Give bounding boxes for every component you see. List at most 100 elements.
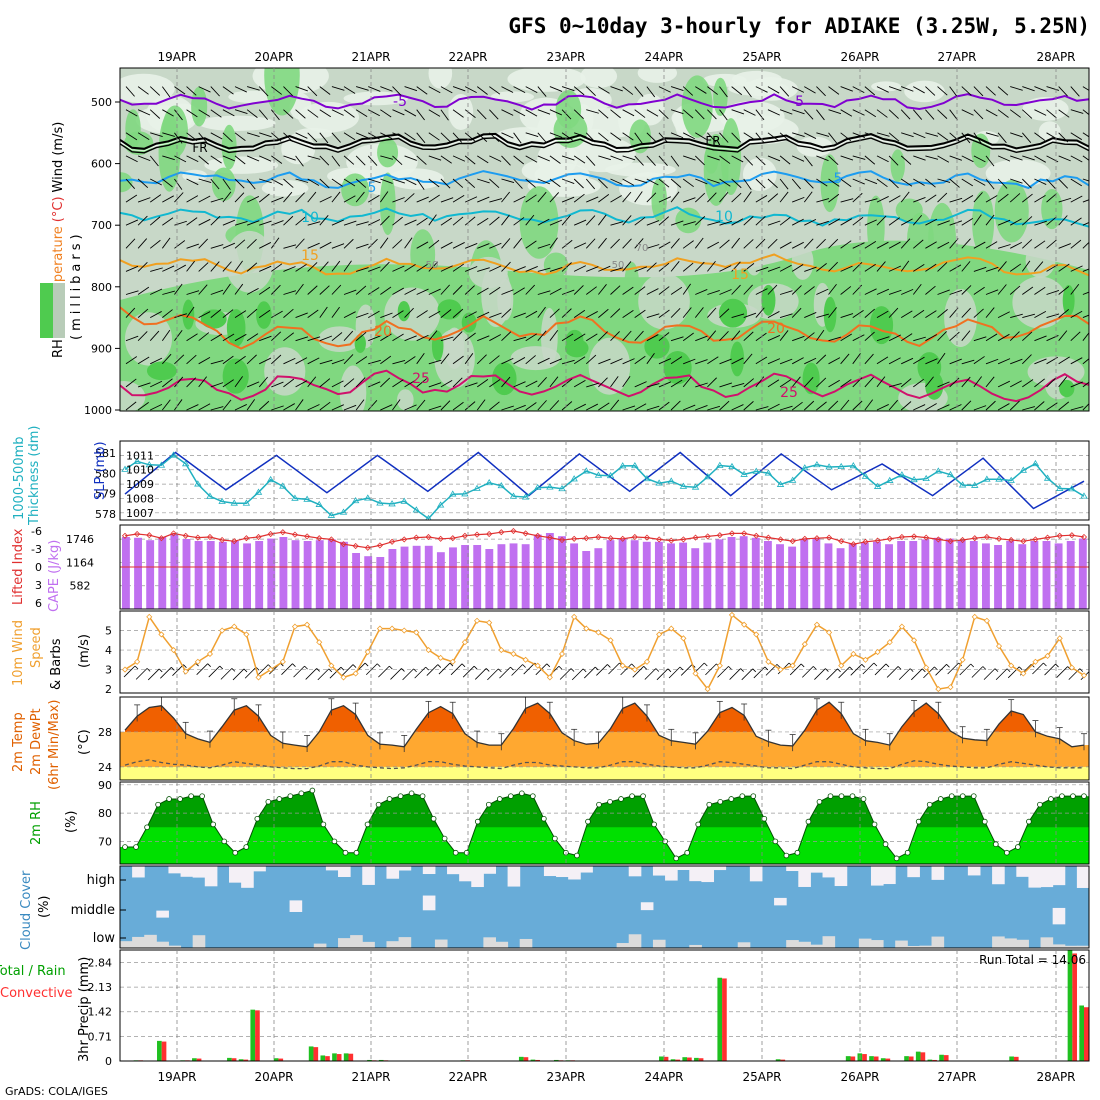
cloud-low-gap [1040, 937, 1054, 948]
wind-barb-flag [970, 663, 975, 668]
wind-barb [731, 284, 741, 295]
wind-speed-marker [255, 674, 262, 681]
cloud-axis-label: Cloud Cover [19, 870, 34, 950]
wind-barb [465, 382, 478, 388]
wind-barb [901, 357, 914, 365]
wind-barb [404, 155, 417, 161]
wind-barb [174, 376, 184, 388]
lifted-index-marker [546, 534, 553, 541]
wind-barb [271, 405, 284, 411]
precip-total-bar [192, 1058, 197, 1061]
wind-barb [379, 237, 389, 249]
wind-barb [162, 290, 175, 295]
wind-barb [573, 356, 586, 365]
wind-barb [234, 178, 245, 189]
wind-barb [1034, 109, 1047, 116]
wind-speed-marker [364, 648, 371, 656]
wind-barb-flag [389, 665, 393, 670]
rh-unit-label: (%) [64, 811, 79, 834]
wind-barb [549, 155, 561, 164]
contour-label: 50 [426, 260, 439, 271]
precip-convective-bar [161, 1041, 167, 1061]
cloud-low-gap [434, 939, 448, 948]
rh-dry-patch [728, 81, 789, 96]
wind-barb [210, 155, 222, 164]
wind-barb [234, 260, 243, 272]
wind-barb [961, 330, 971, 341]
rh-above-mask [120, 782, 1089, 859]
cloud-high-gap [229, 866, 242, 883]
cloud-high-gap [652, 866, 666, 876]
precip-total-bar [682, 1057, 688, 1061]
wind-barb [610, 267, 624, 272]
wind-barb [864, 240, 877, 249]
wind-speed-marker [643, 658, 651, 665]
wind-barb [755, 132, 765, 144]
wind-barb-flag [316, 668, 320, 672]
wind-speed-marker [850, 650, 857, 658]
wind-barb [380, 86, 393, 92]
cloud-high-gap [483, 866, 496, 874]
wind-barb [561, 333, 574, 342]
wind-speed-marker [267, 666, 274, 673]
cape-bar [497, 544, 506, 609]
lifted-index-marker [874, 537, 881, 544]
rh-marker [265, 798, 272, 805]
thickness-marker [291, 494, 299, 501]
wind-barb [646, 383, 660, 388]
wind-barb [525, 214, 535, 226]
precip-tick-label: 1.42 [88, 1006, 113, 1019]
precip-total-bar [367, 1059, 372, 1061]
wind-barb [731, 155, 744, 163]
cloud-high-gap [338, 866, 351, 878]
cape-bar [921, 539, 930, 609]
wind-barb [583, 666, 596, 679]
wind-barb [210, 333, 223, 342]
precip-total-bar [670, 1059, 676, 1061]
wind-barb [198, 376, 208, 388]
wind-barb [295, 155, 304, 167]
wind-barb [137, 308, 149, 318]
cape-bar [376, 557, 385, 609]
cape-bar [582, 551, 591, 609]
wind-barb [355, 356, 368, 365]
precip-total-bar [717, 977, 723, 1061]
wind-barb [489, 355, 500, 365]
rh-dry-patch [537, 140, 578, 177]
wind-barb [888, 195, 901, 203]
wind-barb [343, 330, 354, 342]
wind-barb [428, 288, 441, 295]
cape-bar [691, 548, 700, 609]
wind-barb [244, 666, 257, 679]
wind-barb [610, 86, 623, 92]
cloud-low-gap [786, 940, 799, 948]
wind-barb [707, 241, 720, 249]
wind-barb [343, 404, 357, 411]
wind-barb [501, 289, 514, 295]
wind-barb [404, 404, 417, 411]
rh-swatch-dark [40, 283, 53, 338]
rh-dry-patch [1038, 121, 1061, 143]
wind-barb [404, 379, 416, 388]
wind-barb [1034, 155, 1046, 163]
wind-barb [876, 336, 890, 342]
wind-barb [997, 284, 1007, 295]
wind-barb [707, 356, 719, 365]
wind-barb [489, 242, 502, 249]
cloud-high-gap [580, 866, 593, 873]
wind-barb [719, 265, 732, 272]
wind-barb [150, 380, 163, 388]
wind-barb [767, 379, 780, 388]
wind-barb [598, 237, 607, 249]
wind-barb [683, 404, 696, 411]
lifted-index-marker [643, 534, 651, 541]
cloud-low-gap [628, 934, 642, 948]
wind-barb [779, 405, 793, 411]
wind-barb [961, 155, 974, 163]
contour-label: 10 [715, 209, 733, 225]
freezing-contour-double [120, 137, 1089, 154]
wind-barb [404, 219, 417, 226]
wind-barb [367, 238, 378, 249]
wind-barb [331, 109, 344, 116]
